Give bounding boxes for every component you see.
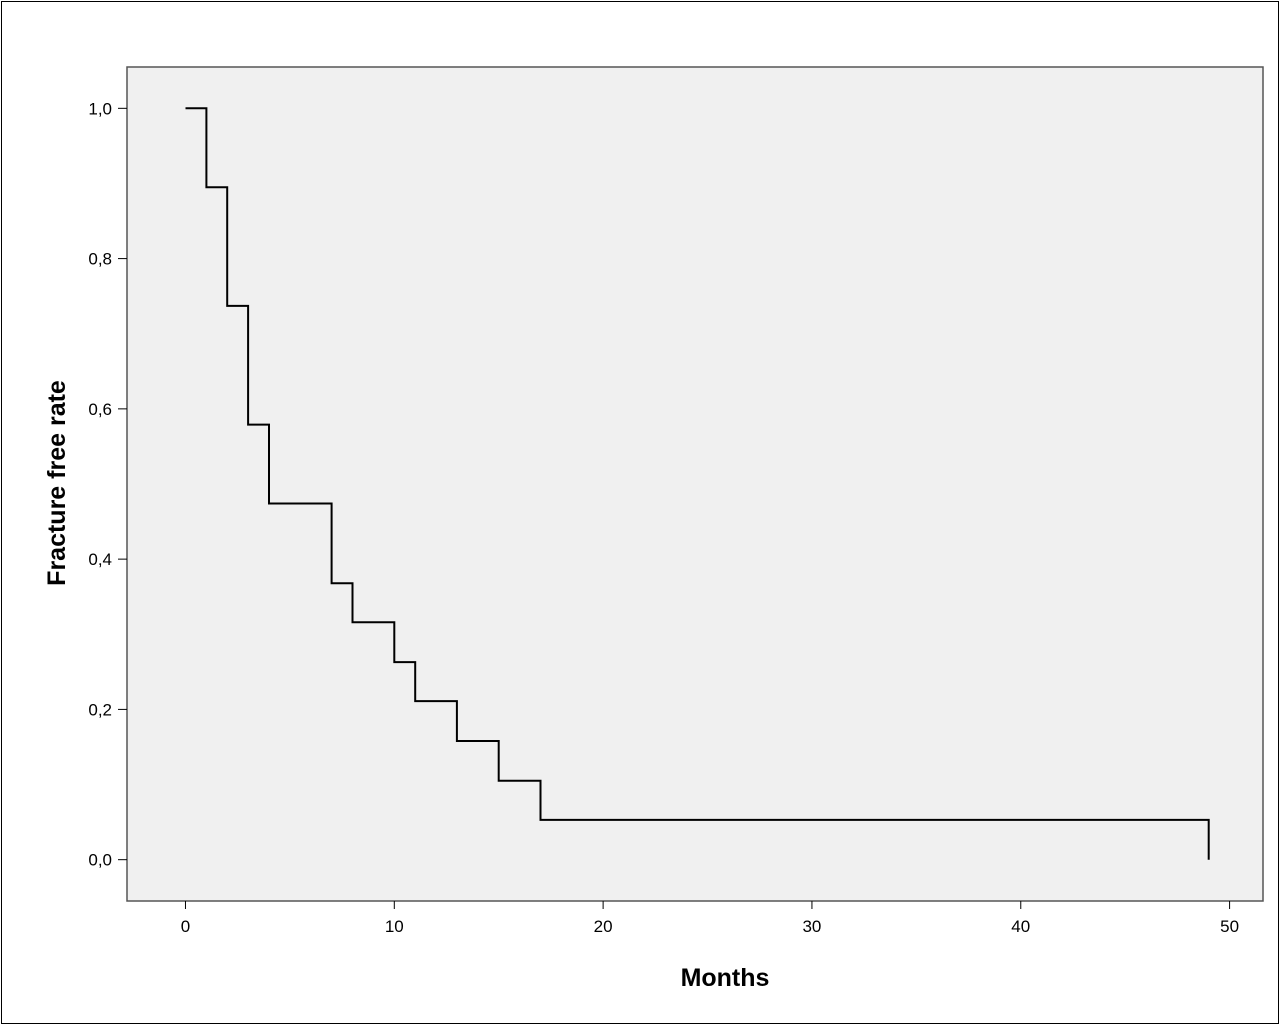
y-tick-label: 1,0 <box>88 99 112 118</box>
x-tick-label: 50 <box>1220 917 1239 936</box>
y-tick-label: 0,2 <box>88 700 112 719</box>
x-tick-label: 30 <box>802 917 821 936</box>
x-tick-label: 0 <box>181 917 190 936</box>
survival-step-line <box>185 107 1210 860</box>
x-axis-title: Months <box>681 964 770 992</box>
y-axis: 0,0 0,2 0,4 0,6 0,8 1,0 <box>88 99 127 870</box>
y-tick-label: 0,0 <box>88 851 112 870</box>
y-axis-title: Fracture free rate <box>43 380 71 586</box>
plot-area <box>126 66 1264 902</box>
y-tick-label: 0,6 <box>88 400 112 419</box>
x-tick-label: 40 <box>1011 917 1030 936</box>
x-tick-label: 10 <box>385 917 404 936</box>
x-axis: 0 10 20 30 40 50 <box>181 901 1239 936</box>
y-tick-label: 0,8 <box>88 250 112 269</box>
y-tick-label: 0,4 <box>88 550 112 569</box>
x-tick-label: 20 <box>594 917 613 936</box>
